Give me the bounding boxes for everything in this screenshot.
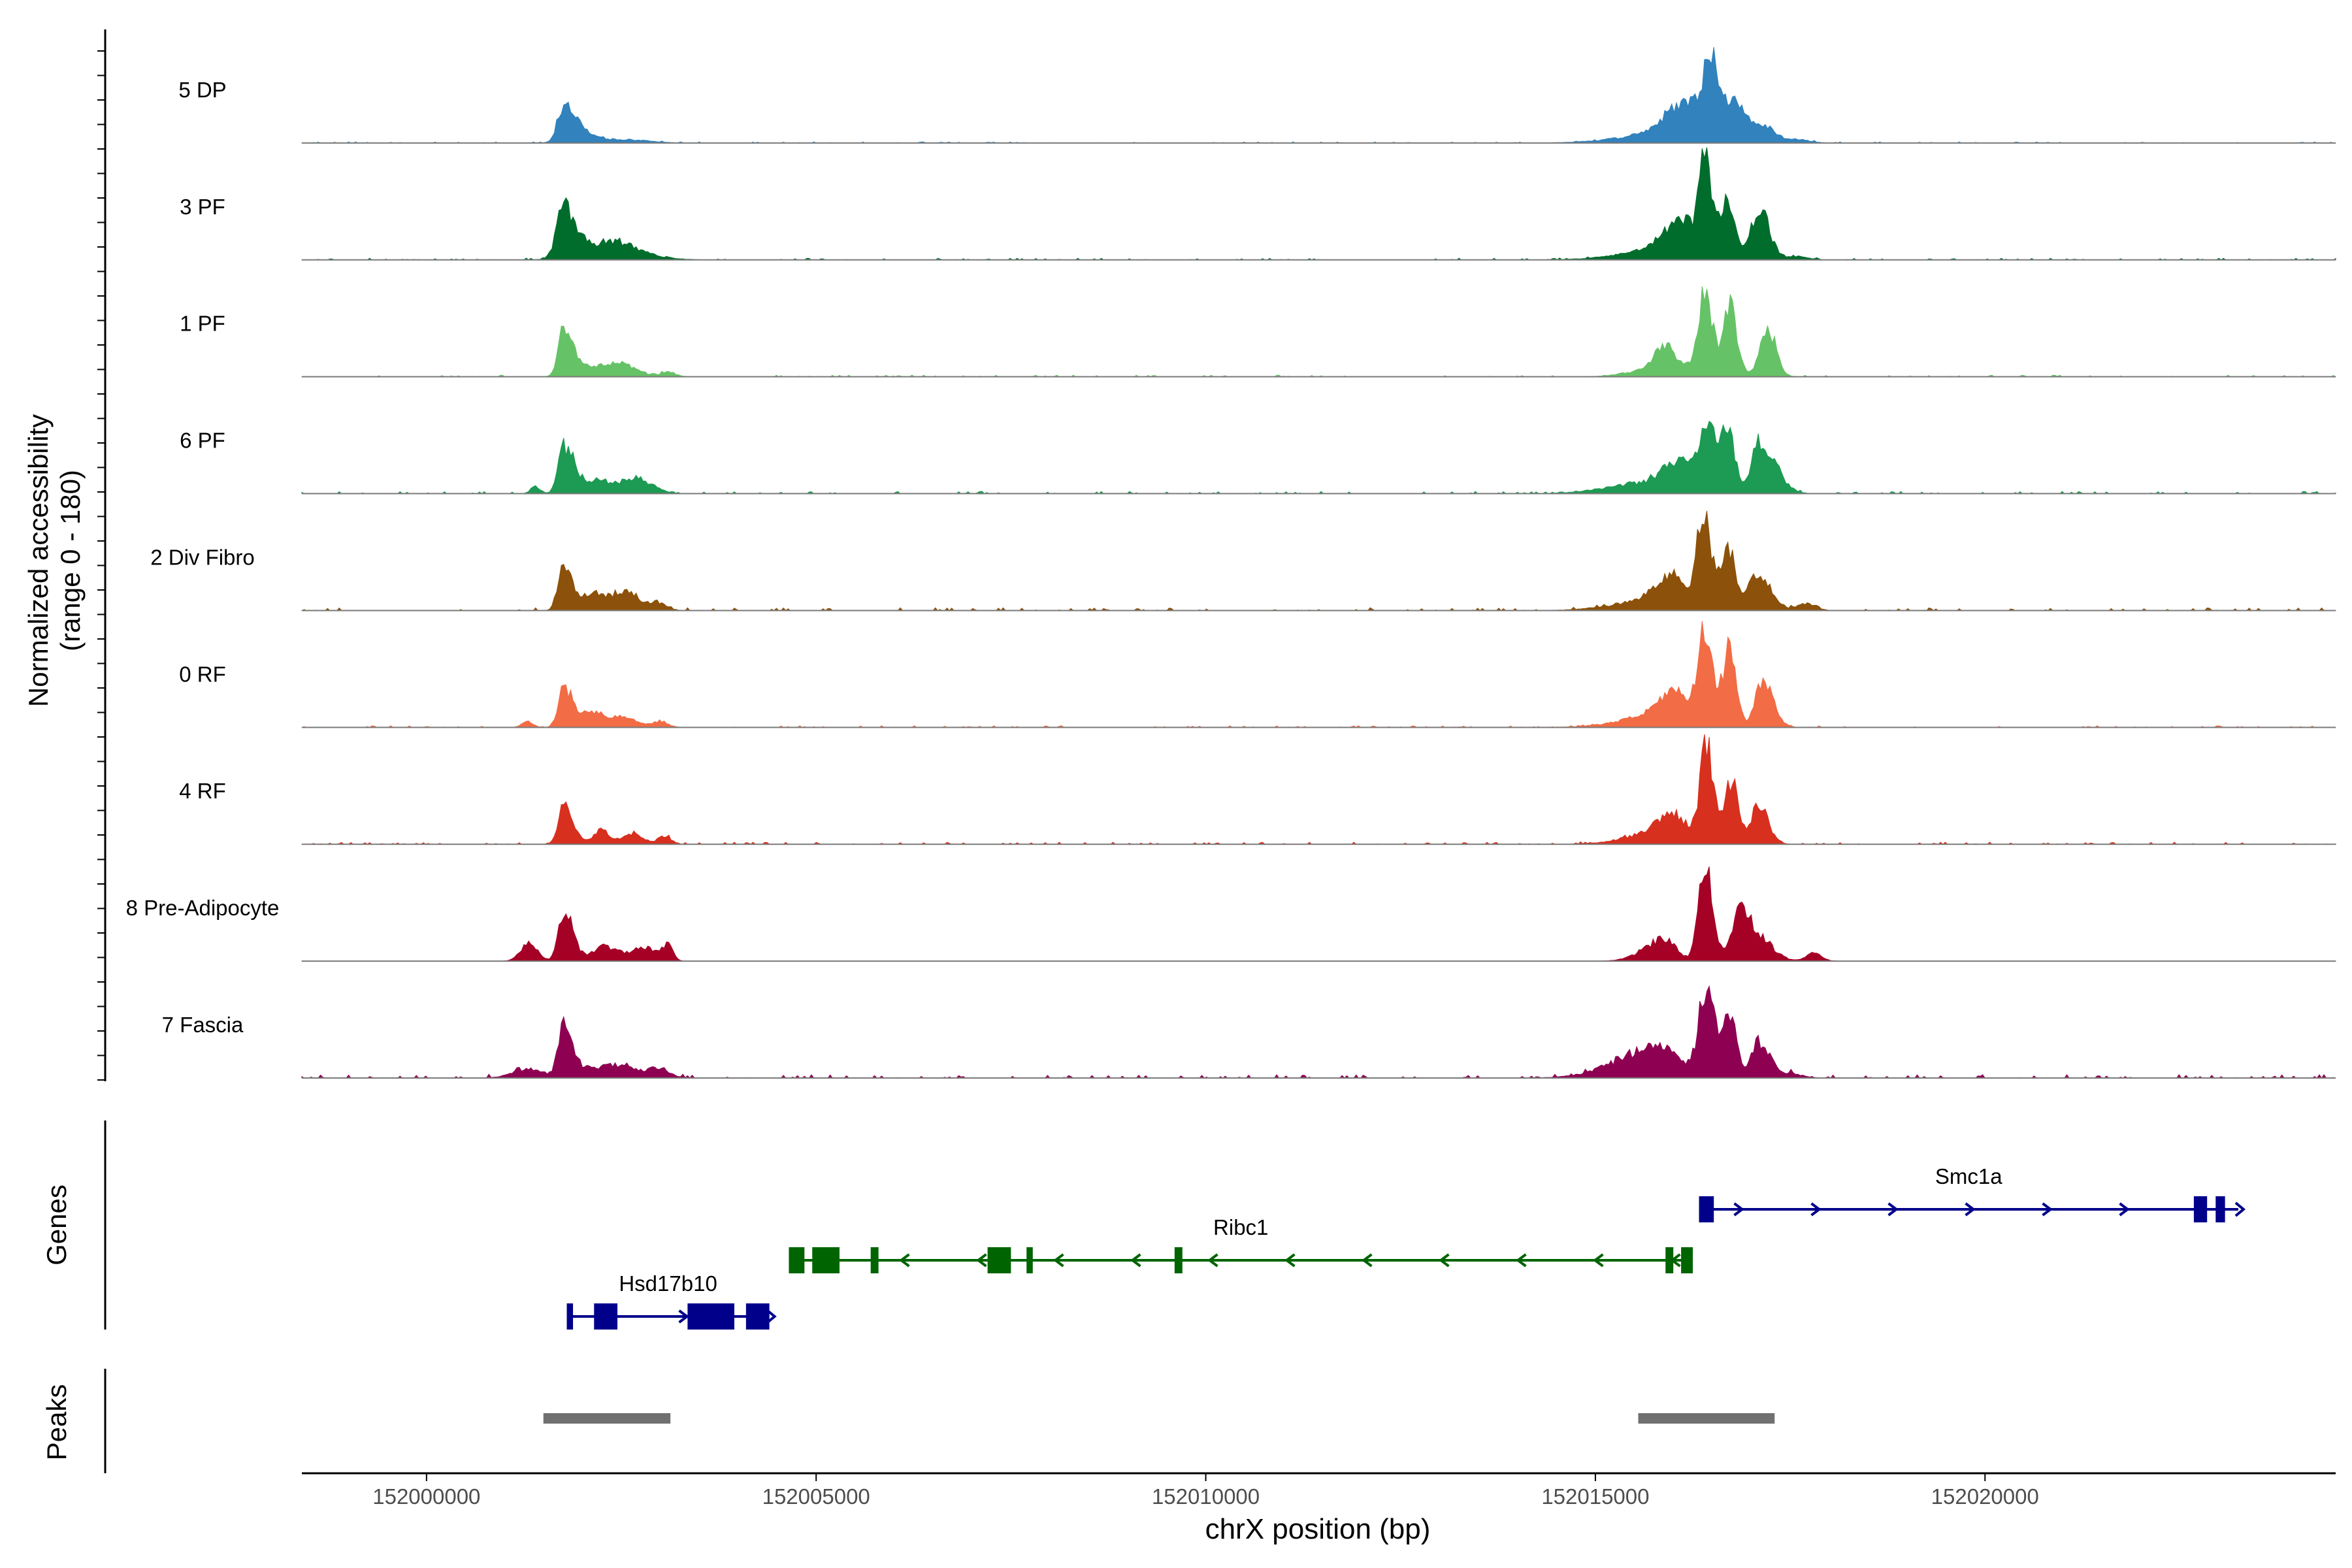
strand-arrow [678, 1309, 689, 1324]
coverage-area-5-dp [301, 47, 2336, 144]
track-6-pf: 6 PF [180, 420, 2336, 495]
x-tick-label: 152005000 [762, 1484, 870, 1509]
exon-smc1a [2215, 1196, 2225, 1222]
strand-arrow [899, 1253, 910, 1267]
coverage-axis-ticks [97, 50, 105, 1081]
track-label-8-pre-adipocyte: 8 Pre-Adipocyte [126, 896, 280, 920]
track-label-6-pf: 6 PF [180, 429, 225, 453]
x-axis-label: chrX position (bp) [1205, 1513, 1431, 1545]
coverage-tracks: 5 DP 3 PF 1 PF 6 PF 2 Div Fibro 0 RF 4 RF 8 Pre… [126, 47, 2336, 1079]
exon-smc1a [1699, 1196, 1714, 1222]
gene-hsd17b10: Hsd17b10 [566, 1271, 777, 1330]
coverage-area-3-pf [301, 147, 2336, 261]
exon-ribc1 [987, 1247, 1011, 1273]
track-5-dp: 5 DP [178, 47, 2336, 144]
gene-annotations: Hsd17b10 Ribc1 Smc1a [566, 1164, 2246, 1330]
exon-hsd17b10 [594, 1303, 618, 1330]
coverage-area-8-pre-adipocyte [301, 866, 2336, 962]
coverage-area-7-fascia [301, 985, 2336, 1079]
x-tick-label: 152015000 [1541, 1484, 1649, 1509]
exon-ribc1 [789, 1247, 805, 1273]
peaks-panel-label: Peaks [41, 1384, 72, 1461]
track-2-div-fibro: 2 Div Fibro [150, 510, 2336, 612]
track-label-1-pf: 1 PF [180, 312, 225, 336]
strand-arrow [1887, 1202, 1899, 1217]
track-label-5-dp: 5 DP [178, 78, 226, 102]
strand-arrow [1516, 1253, 1527, 1267]
track-1-pf: 1 PF [180, 286, 2336, 378]
x-tick-label: 152000000 [372, 1484, 480, 1509]
strand-arrow [1284, 1253, 1296, 1267]
coverage-area-6-pf [301, 420, 2336, 495]
strand-arrow [2119, 1202, 2130, 1217]
y-axis-label-line1: Normalized accessibility [23, 414, 54, 707]
gene-label-hsd17b10: Hsd17b10 [619, 1271, 717, 1296]
exon-ribc1 [870, 1247, 879, 1273]
track-0-rf: 0 RF [179, 621, 2336, 728]
track-7-fascia: 7 Fascia [162, 985, 2336, 1079]
peak-regions [543, 1413, 1775, 1424]
exon-hsd17b10 [745, 1303, 770, 1330]
track-label-4-rf: 4 RF [179, 779, 226, 803]
gene-ribc1: Ribc1 [789, 1215, 1693, 1273]
strand-arrow [1362, 1253, 1373, 1267]
track-4-rf: 4 RF [179, 734, 2336, 845]
strand-arrow [1053, 1253, 1064, 1267]
strand-arrow [1733, 1202, 1744, 1217]
exon-ribc1 [1026, 1247, 1033, 1273]
gene-smc1a: Smc1a [1699, 1164, 2246, 1222]
track-label-2-div-fibro: 2 Div Fibro [150, 545, 255, 569]
peak-region [1638, 1413, 1775, 1424]
coverage-area-4-rf [301, 734, 2336, 845]
coverage-area-0-rf [301, 621, 2336, 728]
exon-smc1a [2193, 1196, 2208, 1222]
y-axis-label-line2: (range 0 - 180) [55, 470, 86, 651]
x-axis-ticks: 152000000 152005000 152010000 152015000 1520… [372, 1473, 2039, 1509]
genes-panel-label: Genes [41, 1184, 72, 1266]
strand-arrow [1207, 1253, 1218, 1267]
strand-arrow [2234, 1201, 2246, 1217]
strand-arrow [1965, 1202, 1976, 1217]
track-3-pf: 3 PF [180, 147, 2336, 261]
coverage-area-1-pf [301, 286, 2336, 378]
gene-label-smc1a: Smc1a [1935, 1164, 2002, 1188]
peak-region [543, 1413, 671, 1424]
strand-arrow [1810, 1202, 1821, 1217]
exon-ribc1 [812, 1247, 840, 1273]
coverage-y-axis [97, 29, 106, 1081]
x-tick-label: 152020000 [1931, 1484, 2039, 1509]
track-8-pre-adipocyte: 8 Pre-Adipocyte [126, 866, 2336, 962]
track-label-0-rf: 0 RF [179, 662, 226, 686]
exon-hsd17b10 [687, 1303, 734, 1330]
strand-arrow [1439, 1253, 1450, 1267]
gene-label-ribc1: Ribc1 [1213, 1215, 1268, 1239]
x-tick-label: 152010000 [1152, 1484, 1260, 1509]
exon-hsd17b10 [566, 1303, 574, 1330]
track-label-7-fascia: 7 Fascia [162, 1013, 244, 1037]
strand-arrow [976, 1253, 987, 1267]
strand-arrow [2042, 1202, 2053, 1217]
exon-ribc1 [1665, 1247, 1674, 1273]
exon-ribc1 [1681, 1247, 1693, 1273]
exon-ribc1 [1174, 1247, 1183, 1273]
coverage-area-2-div-fibro [301, 510, 2336, 612]
strand-arrow [1130, 1253, 1141, 1267]
strand-arrow [1593, 1253, 1604, 1267]
track-label-3-pf: 3 PF [180, 195, 225, 219]
